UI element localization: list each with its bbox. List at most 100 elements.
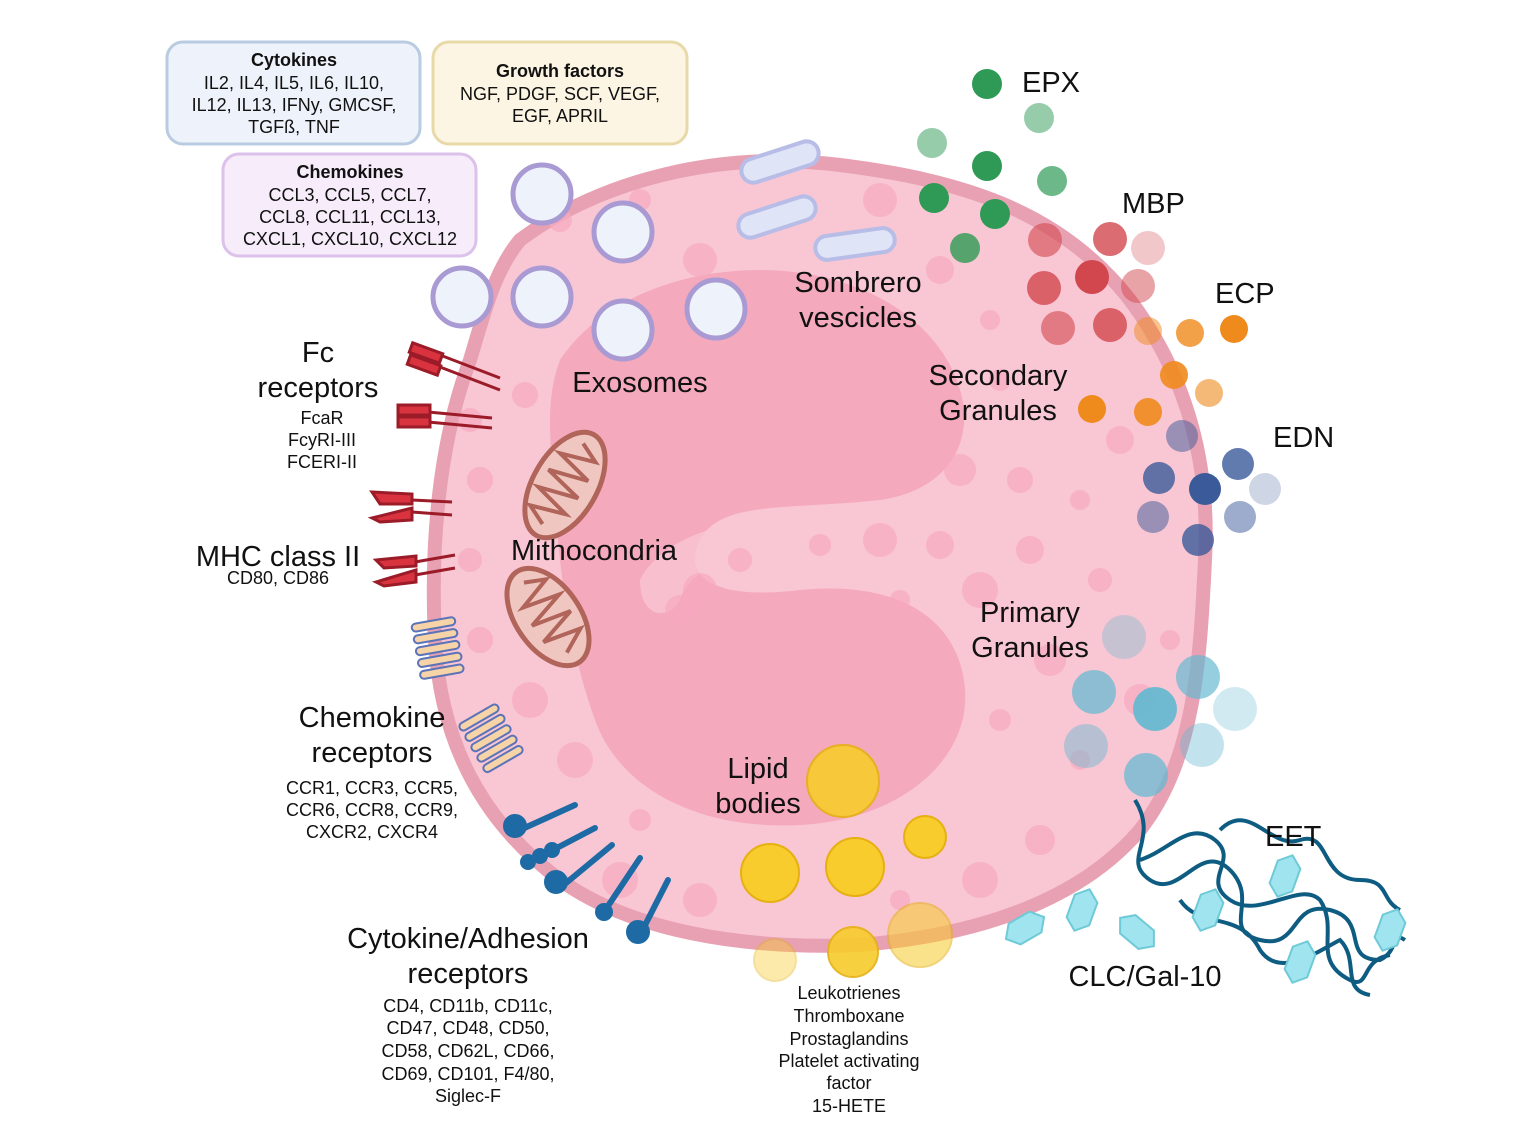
clc-crystal [1191, 888, 1225, 932]
cytoplasm-granule-dot [890, 590, 910, 610]
cytoplasm-granule-dot [467, 467, 493, 493]
edn-granule [1143, 462, 1175, 494]
epx-granule [917, 128, 947, 158]
mitochondria-label: Mithocondria [511, 535, 678, 567]
growth-factors-title: Growth factors [496, 61, 624, 81]
lipid-mediator: Thromboxane [793, 1006, 904, 1026]
chemokine-receptor-item: CCR6, CCR8, CCR9, [286, 800, 458, 820]
epx-granule [980, 199, 1010, 229]
primary-granule [1213, 687, 1257, 731]
mbp-label: MBP [1122, 188, 1185, 220]
epx-granule [1037, 166, 1067, 196]
fc-receptors [396, 340, 501, 430]
cytokine-adhesion-item: CD4, CD11b, CD11c, [383, 996, 552, 1016]
chemokines-line: CXCL1, CXCL10, CXCL12 [243, 229, 457, 249]
chemokine-receptors-label: Chemokine [299, 702, 446, 734]
exosomes-label: Exosomes [572, 367, 707, 399]
ecp-granule [1160, 361, 1188, 389]
lipid-body [903, 815, 947, 859]
fc-receptors-label: Fc [302, 337, 334, 369]
cytokines-line: IL12, IL13, IFNy, GMCSF, [192, 95, 397, 115]
epx-granule [1024, 103, 1054, 133]
lipid-bodies-label: Lipid [727, 753, 788, 785]
edn-label: EDN [1273, 422, 1334, 454]
mitochondrion [504, 565, 592, 669]
clc-crystal [1065, 888, 1099, 932]
sombrero-label: vescicles [799, 302, 917, 334]
cytoplasm-granule-dot [962, 572, 998, 608]
cytoplasm-granule-dot [1106, 426, 1134, 454]
clc-crystal [1119, 914, 1155, 950]
ecp-granule [1176, 319, 1204, 347]
cytokine-adhesion-item: Siglec-F [435, 1086, 501, 1106]
lipid-mediator: 15-HETE [812, 1096, 886, 1116]
cytokine-adhesion-label: receptors [408, 958, 529, 990]
primary-granules-label: Primary [980, 597, 1080, 629]
mbp-granule [1121, 269, 1155, 303]
eet-dna-strands [1133, 798, 1407, 997]
cytoplasm-granule-dot [989, 709, 1011, 731]
ecp-label: ECP [1215, 278, 1275, 310]
lipid-body [753, 938, 797, 982]
cytoplasm-granule-dot [1016, 536, 1044, 564]
chemokine-receptor-item: CXCR2, CXCR4 [306, 822, 438, 842]
cytoplasm-granule-dot [989, 369, 1011, 391]
lipid-mediator: Platelet activating [778, 1051, 919, 1071]
cytokine-adhesion-label: Cytokine/Adhesion [347, 923, 589, 955]
cytokine-adhesion-item: CD69, CD101, F4/80, [381, 1064, 554, 1084]
primary-granule [1064, 724, 1108, 768]
exosomes [430, 162, 748, 362]
clc-crystal [1268, 854, 1302, 898]
lipid-body [827, 926, 879, 978]
lipid-mediator: Leukotrienes [797, 983, 900, 1003]
edn-granule [1222, 448, 1254, 480]
mbp-granule [1028, 223, 1062, 257]
clc-crystal [1004, 910, 1046, 946]
mbp-granule [1041, 311, 1075, 345]
cytokine-adhesion-receptors [503, 802, 671, 944]
chemokines-title: Chemokines [296, 162, 403, 182]
growth-factors-line: EGF, APRIL [512, 106, 608, 126]
cytoplasm-granule-dot [629, 809, 651, 831]
cytokines-line: TGFß, TNF [248, 117, 340, 137]
cytoplasm-granule-dot [683, 883, 717, 917]
fc-receptors-label: receptors [258, 372, 379, 404]
lipid-body [887, 902, 953, 968]
edn-granule [1182, 524, 1214, 556]
cytoplasm-granule-dot [1070, 750, 1090, 770]
clc-crystal [1373, 908, 1407, 952]
primary-granules-label: Granules [971, 632, 1089, 664]
fc-receptor-item: FcaR [300, 408, 343, 428]
cytokines-title: Cytokines [251, 50, 337, 70]
cytoplasm-granule-dot [1034, 644, 1066, 676]
primary-granule [1102, 615, 1146, 659]
edn-granule [1137, 501, 1169, 533]
primary-granule [1180, 723, 1224, 767]
cytoplasm-granule-dot [863, 523, 897, 557]
clc-gal10-label: CLC/Gal-10 [1068, 961, 1221, 993]
lipid-body [825, 837, 885, 897]
lipid-mediator: factor [826, 1073, 871, 1093]
cytoplasm-granule-dot [512, 382, 538, 408]
mhc-sublabel: CD80, CD86 [227, 568, 329, 588]
epx-granule [919, 183, 949, 213]
cytoplasm-granule-dot [683, 243, 717, 277]
cytoplasm-granule-dot [809, 534, 831, 556]
ecp-granule [1220, 315, 1248, 343]
cytoplasm-granule-dot [467, 627, 493, 653]
sombrero-label: Sombrero [794, 267, 921, 299]
mbp-granule [1093, 222, 1127, 256]
chemokine-receptor-item: CCR1, CCR3, CCR5, [286, 778, 458, 798]
cytoplasm-granule-dot [926, 256, 954, 284]
growth-factors-box: Growth factors NGF, PDGF, SCF, VEGF, EGF… [431, 40, 689, 146]
nucleus [550, 270, 966, 826]
mhc-class-ii-receptors [367, 490, 456, 588]
lipid-body [740, 843, 800, 903]
primary-granule [1124, 753, 1168, 797]
cytoplasm-granule-dot [863, 183, 897, 217]
cytokine-adhesion-item: CD58, CD62L, CD66, [381, 1041, 554, 1061]
cytoplasm-granule-dot [980, 310, 1000, 330]
cytoplasm-granule-dot [458, 548, 482, 572]
mitochondrion [522, 429, 608, 541]
